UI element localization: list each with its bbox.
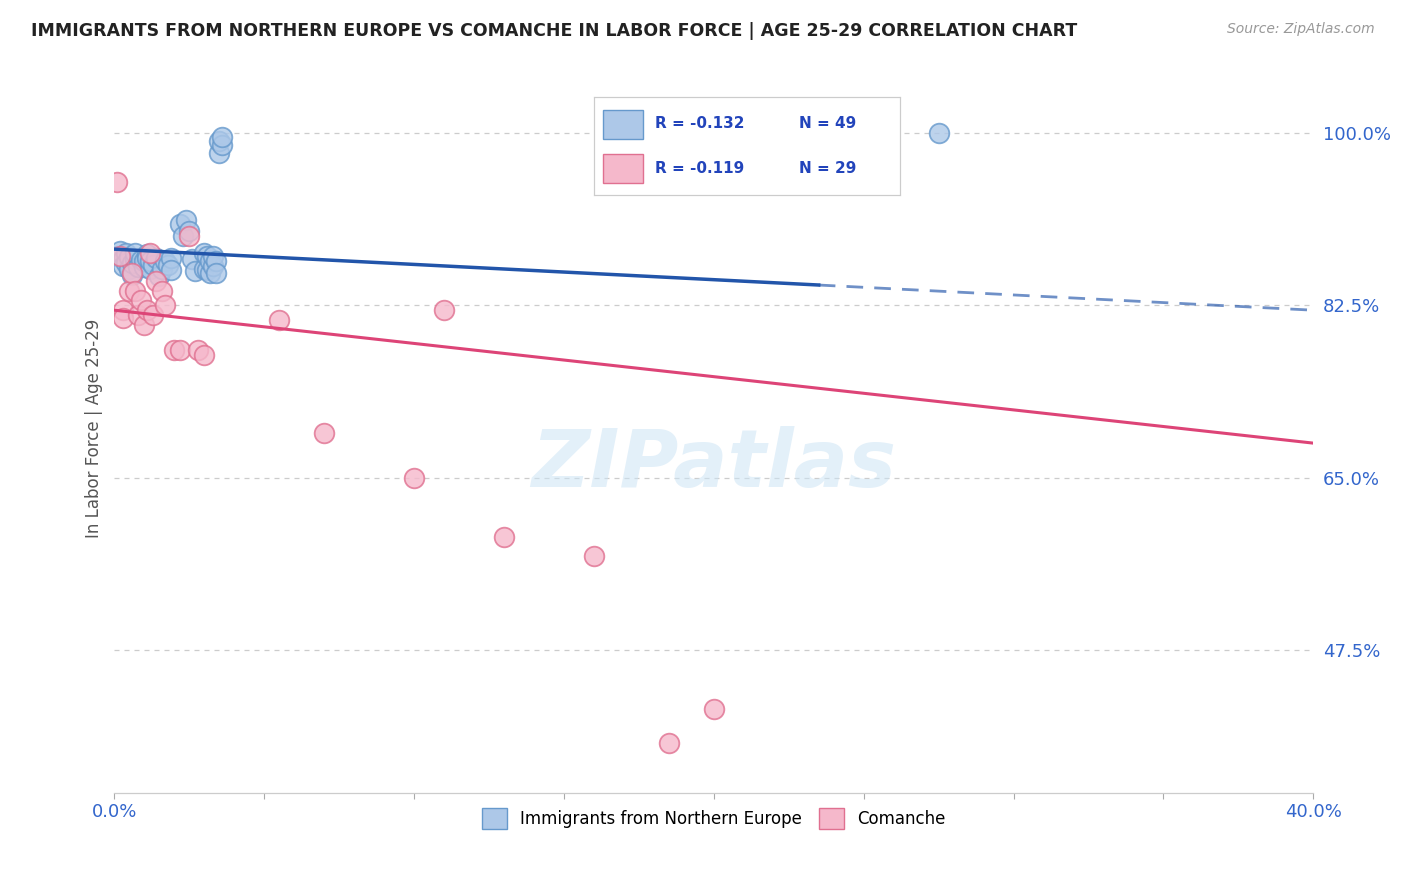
Point — [179, 224, 201, 238]
Point — [314, 426, 336, 441]
Point — [139, 254, 162, 268]
Point — [131, 293, 153, 308]
Point — [195, 249, 218, 263]
Point — [136, 303, 159, 318]
Point — [202, 249, 225, 263]
Text: ZIPatlas: ZIPatlas — [531, 425, 897, 504]
Point — [202, 259, 225, 273]
Point — [107, 175, 129, 189]
Point — [492, 530, 515, 544]
Point — [582, 549, 605, 564]
Point — [184, 264, 207, 278]
Point — [658, 736, 681, 750]
Point — [127, 260, 149, 274]
Text: IMMIGRANTS FROM NORTHERN EUROPE VS COMANCHE IN LABOR FORCE | AGE 25-29 CORRELATI: IMMIGRANTS FROM NORTHERN EUROPE VS COMAN… — [31, 22, 1077, 40]
Point — [139, 246, 162, 260]
Point — [112, 259, 135, 273]
Point — [211, 129, 233, 144]
Point — [404, 470, 426, 484]
Point — [187, 343, 209, 357]
Point — [211, 137, 233, 152]
Point — [172, 229, 194, 244]
Point — [205, 266, 228, 280]
Point — [124, 246, 146, 260]
Point — [118, 250, 141, 264]
Text: Source: ZipAtlas.com: Source: ZipAtlas.com — [1227, 22, 1375, 37]
Point — [107, 249, 129, 263]
Point — [200, 254, 222, 268]
Point — [124, 252, 146, 266]
Point — [121, 256, 143, 270]
Point — [169, 343, 191, 357]
Point — [150, 284, 173, 298]
Legend: Immigrants from Northern Europe, Comanche: Immigrants from Northern Europe, Comanch… — [475, 802, 952, 835]
Point — [124, 284, 146, 298]
Point — [139, 261, 162, 276]
Point — [115, 256, 138, 270]
Point — [142, 258, 165, 272]
Point — [155, 254, 177, 268]
Point — [181, 252, 204, 266]
Point — [118, 284, 141, 298]
Y-axis label: In Labor Force | Age 25-29: In Labor Force | Age 25-29 — [86, 318, 103, 538]
Point — [200, 266, 222, 280]
Point — [160, 251, 183, 265]
Point — [169, 217, 191, 231]
Point — [193, 347, 215, 361]
Point — [160, 263, 183, 277]
Point — [193, 261, 215, 276]
Point — [208, 145, 231, 160]
Point — [703, 702, 725, 716]
Point — [110, 249, 132, 263]
Point — [112, 303, 135, 318]
Point — [157, 258, 180, 272]
Point — [131, 252, 153, 267]
Point — [110, 244, 132, 259]
Point — [121, 268, 143, 282]
Point — [145, 274, 167, 288]
Point — [433, 303, 456, 318]
Point — [134, 254, 156, 268]
Point — [134, 260, 156, 274]
Point — [127, 308, 149, 322]
Point — [118, 261, 141, 276]
Point — [145, 251, 167, 265]
Point — [115, 246, 138, 260]
Point — [179, 229, 201, 244]
Point — [193, 246, 215, 260]
Point — [142, 308, 165, 322]
Point — [112, 311, 135, 326]
Point — [112, 252, 135, 266]
Point — [148, 268, 170, 283]
Point — [269, 313, 291, 327]
Point — [163, 343, 186, 357]
Point — [150, 261, 173, 276]
Point — [121, 266, 143, 280]
Point — [136, 247, 159, 261]
Point — [176, 212, 198, 227]
Point — [136, 251, 159, 265]
Point — [155, 298, 177, 312]
Point — [205, 254, 228, 268]
Point — [134, 318, 156, 332]
Point — [928, 126, 950, 140]
Point — [195, 263, 218, 277]
Point — [208, 134, 231, 148]
